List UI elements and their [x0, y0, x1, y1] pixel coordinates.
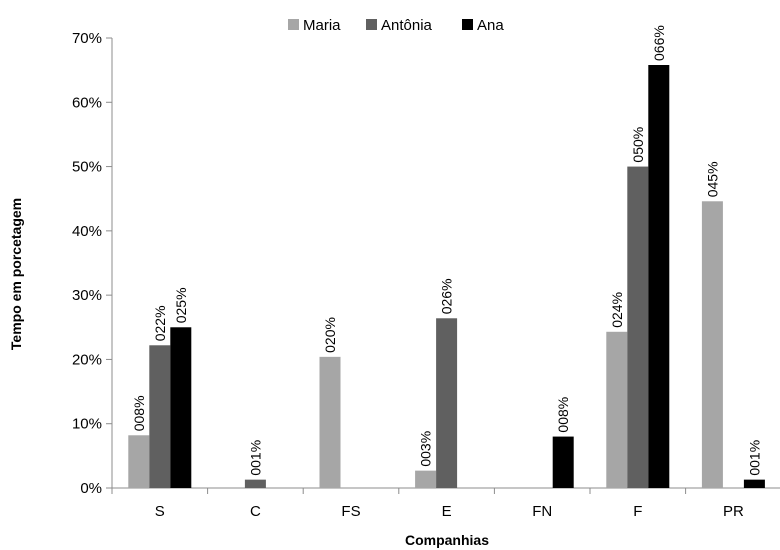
bar — [319, 356, 341, 488]
bar — [149, 345, 171, 488]
y-axis-title: Tempo em porcetagem — [8, 198, 24, 350]
bar — [701, 201, 723, 489]
y-tick-label: 50% — [72, 159, 102, 176]
bar — [606, 331, 628, 488]
data-label: 022% — [152, 305, 168, 341]
data-label: 045% — [704, 161, 720, 197]
data-label: 024% — [609, 292, 625, 328]
bar — [415, 470, 437, 488]
x-tick-label: FN — [532, 503, 552, 520]
legend-swatch — [462, 19, 473, 30]
x-tick-label: FS — [341, 503, 360, 520]
data-label: 001% — [746, 440, 762, 476]
y-tick-label: 0% — [80, 480, 102, 497]
y-tick-label: 40% — [72, 223, 102, 240]
x-tick-label: E — [442, 503, 452, 520]
data-label: 020% — [322, 317, 338, 353]
data-label: 008% — [131, 395, 147, 431]
x-axis-title: Companhias — [405, 532, 489, 548]
y-tick-label: 30% — [72, 287, 102, 304]
x-tick-label: F — [633, 503, 642, 520]
bar — [743, 479, 765, 488]
x-tick-label: C — [250, 503, 261, 520]
data-labels: 008% 022% 025% 001% 020% 003% 026% 008% 024% 050%… — [131, 25, 763, 475]
y-tick-label: 70% — [72, 30, 102, 47]
x-tick-label: PR — [723, 503, 744, 520]
legend-label: Antônia — [381, 17, 433, 34]
y-tick-label: 60% — [72, 94, 102, 111]
bar — [552, 436, 574, 488]
y-tick-label: 20% — [72, 351, 102, 368]
y-tick-label: 10% — [72, 416, 102, 433]
data-label: 008% — [555, 397, 571, 433]
legend-swatch — [288, 19, 299, 30]
x-tick-label: S — [155, 503, 165, 520]
bar — [128, 435, 150, 488]
data-label: 003% — [418, 431, 434, 467]
bar — [436, 318, 458, 488]
bar — [648, 65, 670, 488]
bar — [170, 327, 192, 488]
data-label: 066% — [651, 25, 667, 61]
data-label: 025% — [173, 287, 189, 323]
bars — [128, 65, 765, 489]
data-label: 026% — [439, 278, 455, 314]
bar — [244, 479, 266, 488]
data-label: 001% — [247, 440, 263, 476]
legend: Maria Antônia Ana — [288, 17, 504, 34]
legend-label: Ana — [477, 17, 504, 34]
legend-label: Maria — [303, 17, 341, 34]
legend-swatch — [366, 19, 377, 30]
data-label: 050% — [630, 127, 646, 163]
bar — [627, 166, 649, 489]
